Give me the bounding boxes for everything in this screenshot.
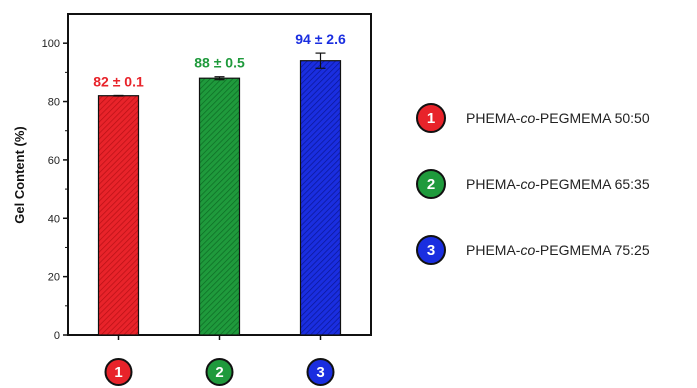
x-badge-1: 1 xyxy=(104,358,133,386)
legend-badge-label: 1 xyxy=(427,110,435,127)
bar-2 xyxy=(198,77,241,336)
legend-badge xyxy=(416,103,446,133)
x-badge-2: 2 xyxy=(205,358,234,386)
bar-1 xyxy=(97,95,140,336)
y-tick-label: 80 xyxy=(48,97,60,109)
legend: 1 PHEMA-co-PEGMEMA 50:50 2 PHEMA-co-PEGMEMA… xyxy=(416,103,650,265)
y-tick-label: 20 xyxy=(48,272,60,284)
data-label-1: 82 ± 0.1 xyxy=(93,73,144,89)
legend-badge xyxy=(416,235,446,265)
legend-badge xyxy=(416,169,446,199)
data-label-3: 94 ± 2.6 xyxy=(295,31,346,47)
x-badge-3: 3 xyxy=(306,358,335,386)
y-tick-label: 40 xyxy=(48,213,60,225)
legend-label: PHEMA-co-PEGMEMA 65:35 xyxy=(466,176,650,192)
y-tick-label: 0 xyxy=(54,330,60,342)
error-bar-3 xyxy=(315,52,326,69)
x-axis-badges: 1 2 3 xyxy=(104,335,335,386)
legend-badge-label: 3 xyxy=(427,242,435,259)
y-axis: 0 20 40 60 80 100 xyxy=(42,38,68,342)
y-axis-title: Gel Content (%) xyxy=(12,126,27,224)
data-label-2: 88 ± 0.5 xyxy=(194,55,245,71)
y-tick-label: 60 xyxy=(48,155,60,167)
bar-series: 82 ± 0.1 88 ± 0.5 94 ± 2.6 xyxy=(93,31,346,336)
legend-label: PHEMA-co-PEGMEMA 50:50 xyxy=(466,110,650,126)
legend-item-1: 1 PHEMA-co-PEGMEMA 50:50 xyxy=(416,103,650,133)
bar-3 xyxy=(299,60,342,336)
x-tick-label: 3 xyxy=(316,364,324,381)
legend-label: PHEMA-co-PEGMEMA 75:25 xyxy=(466,242,650,258)
legend-item-2: 2 PHEMA-co-PEGMEMA 65:35 xyxy=(416,169,650,199)
y-tick-label: 100 xyxy=(42,38,60,50)
x-tick-label: 1 xyxy=(114,364,122,381)
x-tick-label: 2 xyxy=(215,364,223,381)
error-bar-1 xyxy=(113,94,124,97)
legend-item-3: 3 PHEMA-co-PEGMEMA 75:25 xyxy=(416,235,650,265)
legend-badge-label: 2 xyxy=(427,176,435,193)
error-bar-2 xyxy=(214,76,225,81)
